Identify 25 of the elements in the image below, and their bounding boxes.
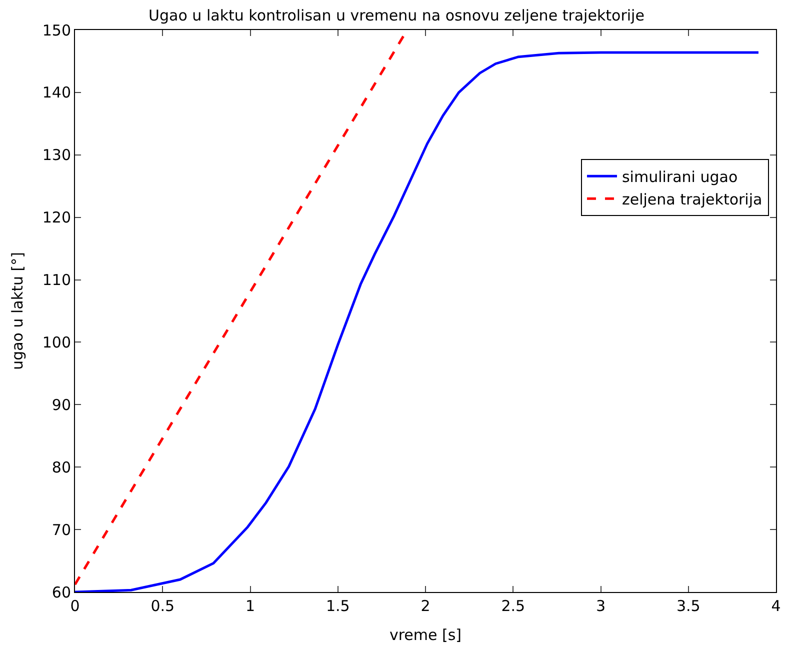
y-tick-label: 100: [42, 333, 71, 352]
legend-label: zeljena trajektorija: [622, 190, 762, 208]
legend-label: simulirani ugao: [622, 168, 738, 186]
y-tick-label: 120: [42, 208, 71, 227]
y-tick-label: 80: [52, 458, 71, 476]
line-series: [75, 51, 760, 592]
x-tick-label: 3.5: [676, 597, 700, 615]
x-tick-label: 1.5: [326, 597, 350, 615]
y-tick-label: 150: [42, 21, 71, 40]
x-tick-label: 2: [420, 597, 430, 615]
x-axis-title: vreme [s]: [389, 626, 462, 644]
chart-title: Ugao u laktu kontrolisan u vremenu na osnovu zeljene trajektorije: [148, 6, 644, 24]
y-tick-label: 130: [42, 146, 71, 164]
x-tick-label: 4: [771, 597, 781, 615]
y-tick-label: 60: [52, 583, 71, 602]
y-tick-label: 90: [52, 396, 71, 414]
y-tick-label: 110: [42, 271, 71, 290]
x-tick-label: 0: [70, 597, 80, 615]
y-axis-title: ugao u laktu [°]: [8, 252, 27, 370]
x-tick-label: 3: [596, 597, 606, 615]
x-tick-label: 2.5: [501, 597, 526, 615]
y-tick-label: 140: [42, 84, 71, 102]
x-tick-label: 1: [245, 597, 256, 615]
y-tick-label: 70: [52, 520, 71, 539]
x-tick-label: 0.5: [150, 597, 175, 615]
